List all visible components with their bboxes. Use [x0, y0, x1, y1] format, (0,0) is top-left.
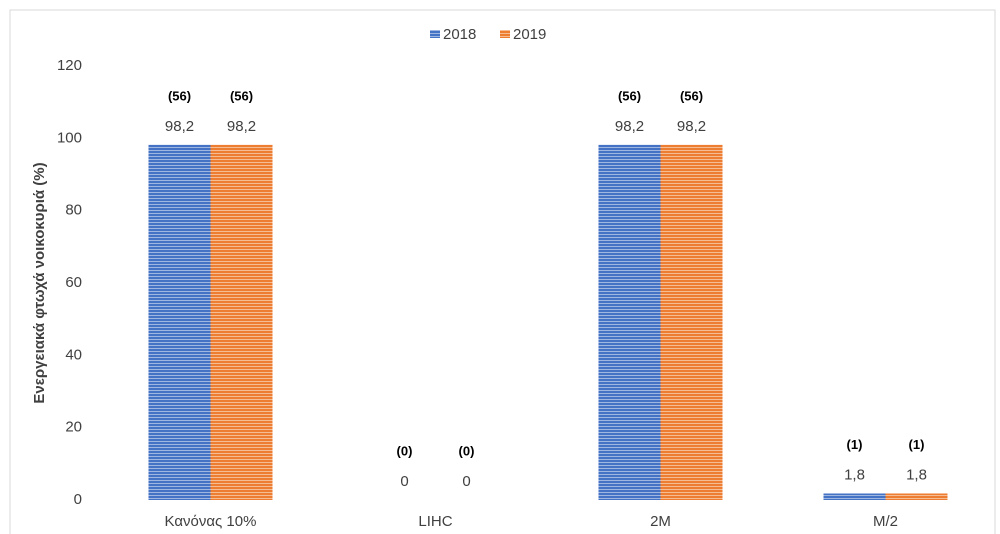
bar: [148, 144, 211, 501]
value-label: 98,2: [165, 118, 194, 135]
value-label: 98,2: [227, 118, 256, 135]
count-label: (0): [459, 443, 475, 458]
count-label: (1): [909, 437, 925, 452]
value-label: 0: [400, 473, 408, 490]
x-tick-label: LIHC: [418, 513, 452, 530]
x-tick-label: Κανόνας 10%: [165, 513, 257, 530]
value-label: 98,2: [677, 118, 706, 135]
y-axis-label: Ενεργειακά φτωχά νοικοκυριά (%): [31, 162, 48, 403]
count-label: (1): [847, 437, 863, 452]
count-label: (56): [618, 88, 641, 103]
x-tick-label: 2M: [650, 513, 671, 530]
y-tick-label: 100: [57, 129, 82, 146]
value-label: 0: [462, 473, 470, 490]
legend-label: 2018: [443, 26, 476, 43]
bar: [823, 493, 886, 500]
x-tick-label: M/2: [873, 513, 898, 530]
y-tick-label: 80: [65, 202, 82, 219]
y-tick-label: 0: [74, 491, 82, 508]
y-tick-label: 40: [65, 346, 82, 363]
legend-swatch: [500, 30, 510, 38]
value-label: 98,2: [615, 118, 644, 135]
bar: [885, 493, 948, 500]
bar: [598, 144, 661, 501]
y-tick-label: 120: [57, 57, 82, 74]
count-label: (56): [168, 88, 191, 103]
value-label: 1,8: [906, 466, 927, 483]
count-label: (56): [680, 88, 703, 103]
bar: [660, 144, 723, 501]
legend-label: 2019: [513, 26, 546, 43]
bar: [210, 144, 273, 501]
value-label: 1,8: [844, 466, 865, 483]
count-label: (0): [397, 443, 413, 458]
count-label: (56): [230, 88, 253, 103]
legend-swatch: [430, 30, 440, 38]
y-tick-label: 60: [65, 274, 82, 291]
chart-frame: [9, 9, 996, 534]
y-tick-label: 20: [65, 419, 82, 436]
